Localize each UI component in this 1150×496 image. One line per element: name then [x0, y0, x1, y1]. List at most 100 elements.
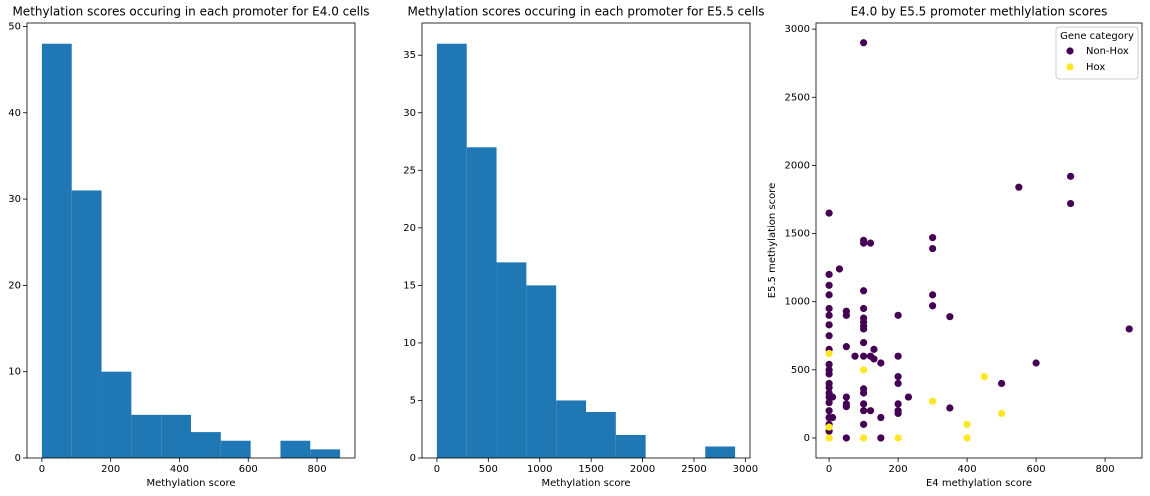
point	[894, 400, 902, 408]
y-tick-label: 0	[410, 453, 416, 464]
y-tick-label: 20	[403, 223, 416, 234]
x-tick-label: 400	[170, 464, 189, 475]
point	[877, 359, 885, 367]
point	[842, 393, 850, 401]
point	[929, 291, 937, 299]
x-tick-label: 0	[434, 464, 440, 475]
bar	[526, 285, 557, 458]
x-tick-label: 1500	[578, 464, 603, 475]
point	[825, 304, 833, 313]
x-tick-label: 500	[479, 464, 498, 475]
x-axis-label: Methylation score	[541, 478, 630, 489]
point	[1032, 359, 1040, 367]
y-tick-label: 5	[410, 395, 416, 406]
point	[825, 360, 833, 368]
point	[825, 349, 833, 358]
point	[894, 311, 902, 319]
x-tick-label: 0	[39, 464, 45, 475]
y-tick-label: 15	[403, 280, 416, 291]
point	[894, 434, 902, 442]
x-tick-label: 800	[308, 464, 327, 475]
point	[860, 338, 868, 347]
point	[828, 393, 837, 401]
point	[894, 409, 902, 418]
legend-marker	[1066, 47, 1074, 55]
y-tick-label: 2000	[785, 160, 810, 171]
point	[842, 311, 850, 319]
point	[1015, 183, 1023, 191]
y-tick-label: 2500	[785, 92, 810, 103]
point	[997, 379, 1006, 388]
point	[825, 209, 833, 217]
legend-marker	[1066, 63, 1074, 71]
point	[825, 407, 833, 415]
point	[825, 434, 833, 442]
point	[1125, 325, 1133, 333]
bar	[101, 371, 132, 458]
x-axis-label: E4 methylation score	[926, 478, 1032, 489]
x-axis-label: Methylation score	[146, 478, 235, 489]
bar	[615, 434, 646, 458]
bar	[496, 262, 527, 458]
y-tick-label: 0	[804, 433, 810, 444]
point	[860, 39, 868, 47]
bar	[310, 449, 341, 458]
x-tick-label: 800	[1096, 464, 1115, 475]
chart-title: Methylation scores occuring in each prom…	[12, 5, 369, 19]
chart-title: E4.0 by E5.5 promoter methlylation score…	[851, 5, 1108, 19]
bar	[556, 400, 586, 458]
bar	[131, 414, 162, 458]
point	[825, 383, 833, 392]
bar	[191, 432, 221, 458]
point	[825, 311, 833, 319]
point	[946, 404, 954, 412]
point	[860, 407, 868, 415]
point	[842, 403, 850, 411]
y-tick-label: 3000	[785, 24, 810, 35]
bar	[586, 411, 616, 458]
point	[877, 413, 885, 422]
point	[860, 400, 868, 408]
point	[860, 389, 868, 397]
y-axis-label: E5.5 methylation score	[767, 183, 778, 299]
point	[825, 332, 833, 340]
point	[825, 321, 833, 329]
chart-title: Methylation scores occuring in each prom…	[407, 5, 764, 19]
y-tick-label: 50	[8, 21, 21, 32]
y-tick-label: 500	[791, 365, 810, 376]
point	[860, 325, 868, 333]
point	[870, 345, 878, 353]
axes-frame	[421, 22, 751, 459]
x-tick-label: 600	[1027, 464, 1046, 475]
bar	[71, 190, 102, 458]
bar	[280, 440, 311, 458]
y-tick-label: 0	[15, 453, 21, 464]
x-tick-label: 200	[101, 464, 120, 475]
point	[870, 355, 878, 363]
bar	[220, 440, 251, 458]
x-tick-label: 0	[826, 464, 832, 475]
point	[963, 434, 971, 442]
point	[825, 281, 833, 289]
point	[860, 352, 868, 360]
point	[894, 379, 902, 388]
point	[929, 244, 937, 253]
point	[825, 423, 833, 431]
bar	[466, 147, 497, 459]
point	[894, 352, 902, 360]
point	[825, 398, 833, 407]
x-tick-label: 2500	[681, 464, 706, 475]
y-tick-label: 10	[403, 338, 416, 349]
y-tick-label: 35	[403, 50, 416, 61]
point	[904, 393, 913, 401]
point	[980, 373, 988, 381]
point	[851, 352, 859, 360]
point	[825, 270, 833, 279]
point	[1066, 172, 1075, 180]
x-tick-label: 1000	[527, 464, 552, 475]
point	[842, 343, 850, 351]
point	[835, 265, 844, 273]
y-tick-label: 10	[8, 367, 21, 378]
point	[842, 434, 850, 442]
